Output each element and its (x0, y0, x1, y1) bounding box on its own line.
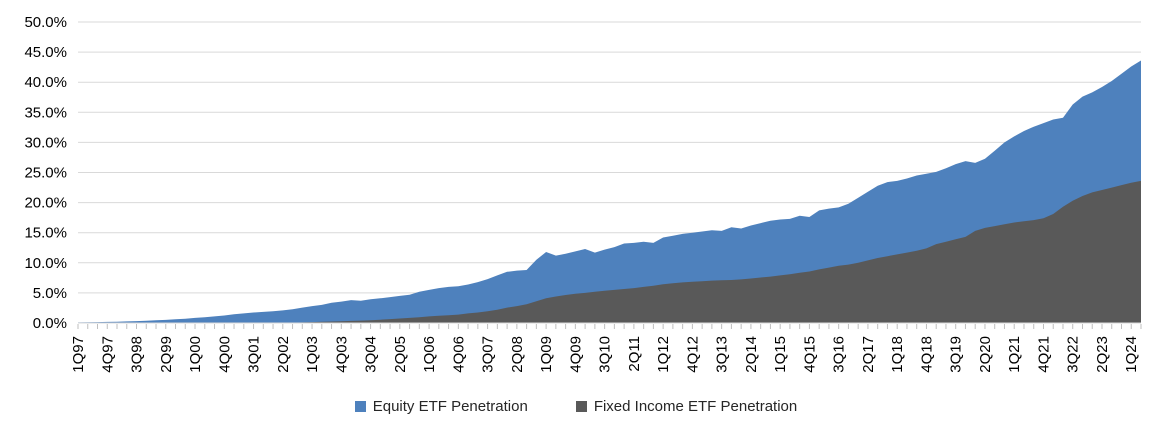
x-axis-tick-label: 2Q14 (743, 336, 760, 373)
x-axis-tick-label: 1Q18 (889, 336, 906, 373)
x-axis-tick-label: 1Q09 (538, 336, 555, 373)
x-axis-tick-label: 3Q01 (246, 336, 263, 373)
x-axis-tick-label: 2Q99 (158, 336, 175, 373)
x-axis-tick-label: 3Q19 (948, 336, 965, 373)
x-axis-tick-label: 1Q97 (70, 336, 87, 373)
x-axis-tick-label: 4Q00 (216, 336, 233, 373)
x-axis-tick-label: 3Q04 (363, 336, 380, 373)
x-axis-tick-label: 2Q02 (275, 336, 292, 373)
x-axis-tick-label: 2Q20 (977, 336, 994, 373)
x-axis-tick-label: 4Q15 (801, 336, 818, 373)
y-axis-tick-label: 20.0% (24, 195, 67, 212)
x-axis-tick-label: 1Q06 (421, 336, 438, 373)
fixed-income-legend-swatch-icon (575, 401, 587, 412)
y-axis-tick-label: 25.0% (24, 165, 67, 182)
x-axis-tick-label: 3Q13 (714, 336, 731, 373)
y-axis-tick-label: 35.0% (24, 104, 67, 121)
y-axis-tick-label: 30.0% (24, 134, 67, 151)
fixed-income-area-series (78, 180, 1141, 323)
y-axis-tick-label: 5.0% (33, 285, 67, 302)
equity-legend-swatch-icon (354, 401, 366, 412)
x-axis-tick-label: 4Q12 (684, 336, 701, 373)
legend-item-fixed-income: Fixed Income ETF Penetration (575, 398, 798, 415)
x-axis-tick-label: 4Q18 (918, 336, 935, 373)
x-axis-tick-label: 2Q05 (392, 336, 409, 373)
fixed-income-legend-label: Fixed Income ETF Penetration (593, 398, 798, 415)
legend-item-equity: Equity ETF Penetration (354, 398, 528, 415)
x-axis-tick-label: 1Q03 (304, 336, 321, 373)
x-axis-tick-label: 2Q11 (626, 336, 643, 372)
x-axis-tick-label: 3Q07 (480, 336, 497, 373)
y-axis-tick-label: 10.0% (24, 255, 67, 272)
x-axis-tick-label: 1Q24 (1123, 336, 1140, 373)
x-axis-tick-label: 4Q21 (1035, 336, 1052, 373)
x-axis-tick-label: 1Q00 (187, 336, 204, 373)
x-axis-tick-label: 4Q97 (99, 336, 116, 373)
x-axis-tick-label: 4Q06 (450, 336, 467, 373)
y-axis-tick-label: 45.0% (24, 44, 67, 61)
y-axis-tick-label: 50.0% (24, 14, 67, 31)
x-axis-tick-label: 3Q98 (129, 336, 146, 373)
x-axis-tick-label: 4Q09 (567, 336, 584, 373)
x-axis-tick-label: 1Q21 (1006, 336, 1023, 373)
x-axis-tick-label: 3Q22 (1065, 336, 1082, 373)
equity-legend-label: Equity ETF Penetration (372, 398, 528, 415)
x-axis-tick-label: 1Q12 (655, 336, 672, 373)
x-axis-tick-label: 3Q10 (597, 336, 614, 373)
x-axis-tick-label: 2Q23 (1094, 336, 1111, 373)
y-axis-tick-label: 15.0% (24, 225, 67, 242)
y-axis-tick-label: 40.0% (24, 74, 67, 91)
chart-legend: Equity ETF Penetration Fixed Income ETF … (0, 399, 1152, 414)
x-axis-tick-label: 3Q16 (831, 336, 848, 373)
x-axis-tick-label: 2Q08 (509, 336, 526, 373)
equity-area-series (78, 60, 1141, 323)
x-axis-tick-label: 4Q03 (333, 336, 350, 373)
x-axis-tick-label: 1Q15 (772, 336, 789, 373)
y-axis-tick-label: 0.0% (33, 315, 67, 332)
x-axis-tick-label: 2Q17 (860, 336, 877, 373)
